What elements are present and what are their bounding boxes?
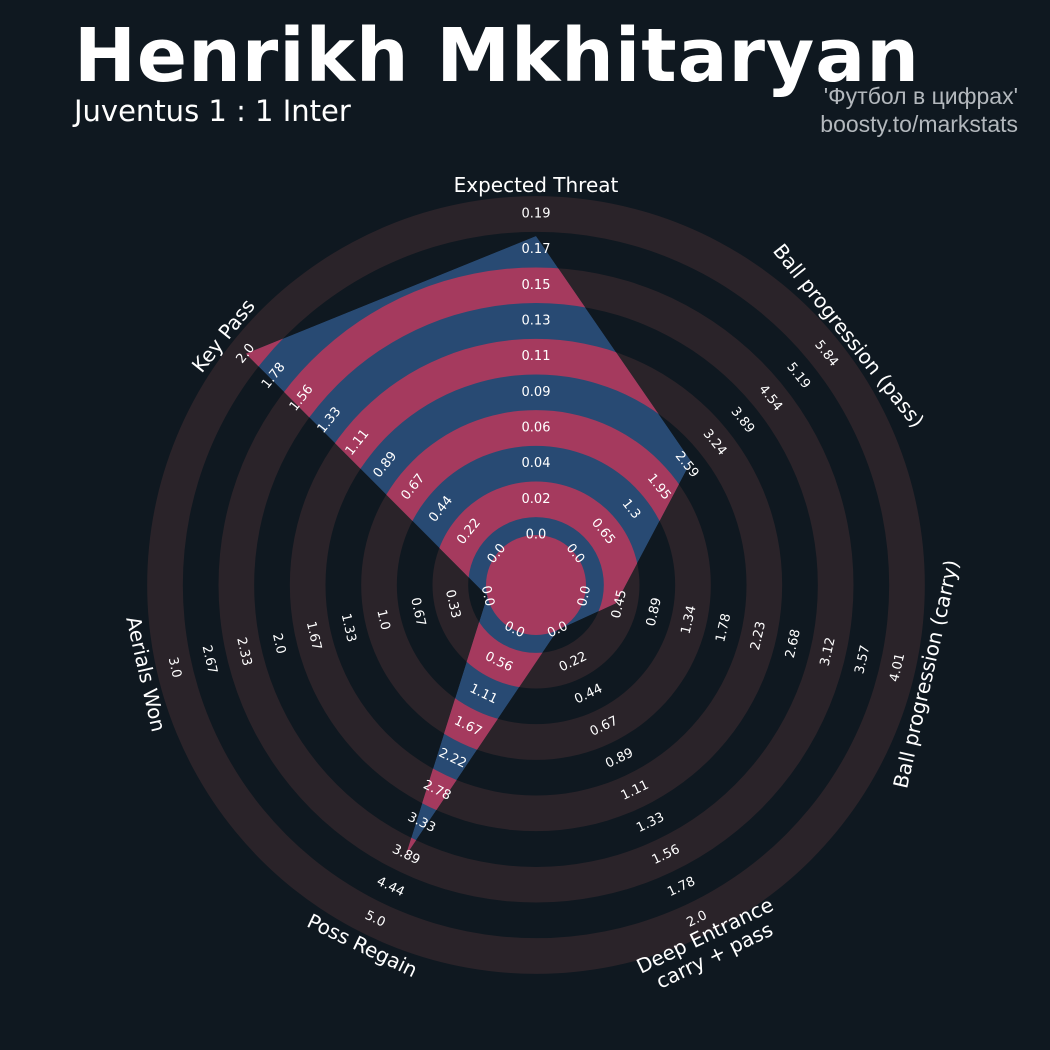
tick-label: 3.0 [165,656,184,680]
tick-label: 0.17 [522,242,551,257]
tick-label: 1.67 [303,620,324,652]
tick-label: 0.13 [522,314,551,329]
credit-line-1: 'Футбол в цифрах' [823,83,1018,109]
tick-label: 0.19 [522,207,551,222]
tick-label: 4.01 [887,652,908,684]
tick-label: 2.0 [269,632,288,656]
tick-label: 0.45 [609,588,630,620]
tick-label: 1.34 [679,604,700,636]
player-name: Henrikh Mkhitaryan [74,13,920,99]
tick-label: 2.67 [199,644,220,676]
tick-label: 0.02 [522,492,551,507]
tick-label: 0.0 [575,584,594,608]
tick-label: 0.15 [522,278,551,293]
tick-label: 1.0 [373,608,392,632]
tick-label: 2.23 [748,620,769,652]
tick-label: 0.0 [478,584,497,608]
tick-label: 0.09 [522,385,551,400]
tick-label: 2.33 [233,636,254,668]
tick-label: 4.44 [374,874,407,900]
tick-label: 3.12 [818,636,839,668]
tick-label: 0.67 [407,596,428,628]
tick-label: 5.19 [783,360,813,392]
tick-label: 0.04 [522,456,551,471]
tick-label: 0.06 [522,421,551,436]
tick-label: 0.0 [526,528,547,543]
tick-label: 1.78 [713,612,734,644]
tick-label: 1.33 [634,810,667,836]
credit: 'Футбол в цифрах' boosty.to/markstats [820,82,1018,138]
tick-label: 3.89 [728,404,758,436]
credit-line-2: boosty.to/markstats [820,111,1018,137]
tick-label: 0.33 [442,588,463,620]
tick-label: 0.89 [644,596,665,628]
match-score: Juventus 1 : 1 Inter [74,94,351,128]
axis-label: Expected Threat [454,173,619,197]
tick-label: 1.78 [665,874,698,900]
tick-label: 0.11 [522,349,551,364]
tick-label: 3.57 [852,644,873,676]
tick-label: 0.44 [572,681,605,707]
tick-label: 0.89 [603,746,636,772]
tick-label: 1.33 [338,612,359,644]
polygon-center-band [486,535,586,635]
tick-label: 2.68 [783,628,804,660]
